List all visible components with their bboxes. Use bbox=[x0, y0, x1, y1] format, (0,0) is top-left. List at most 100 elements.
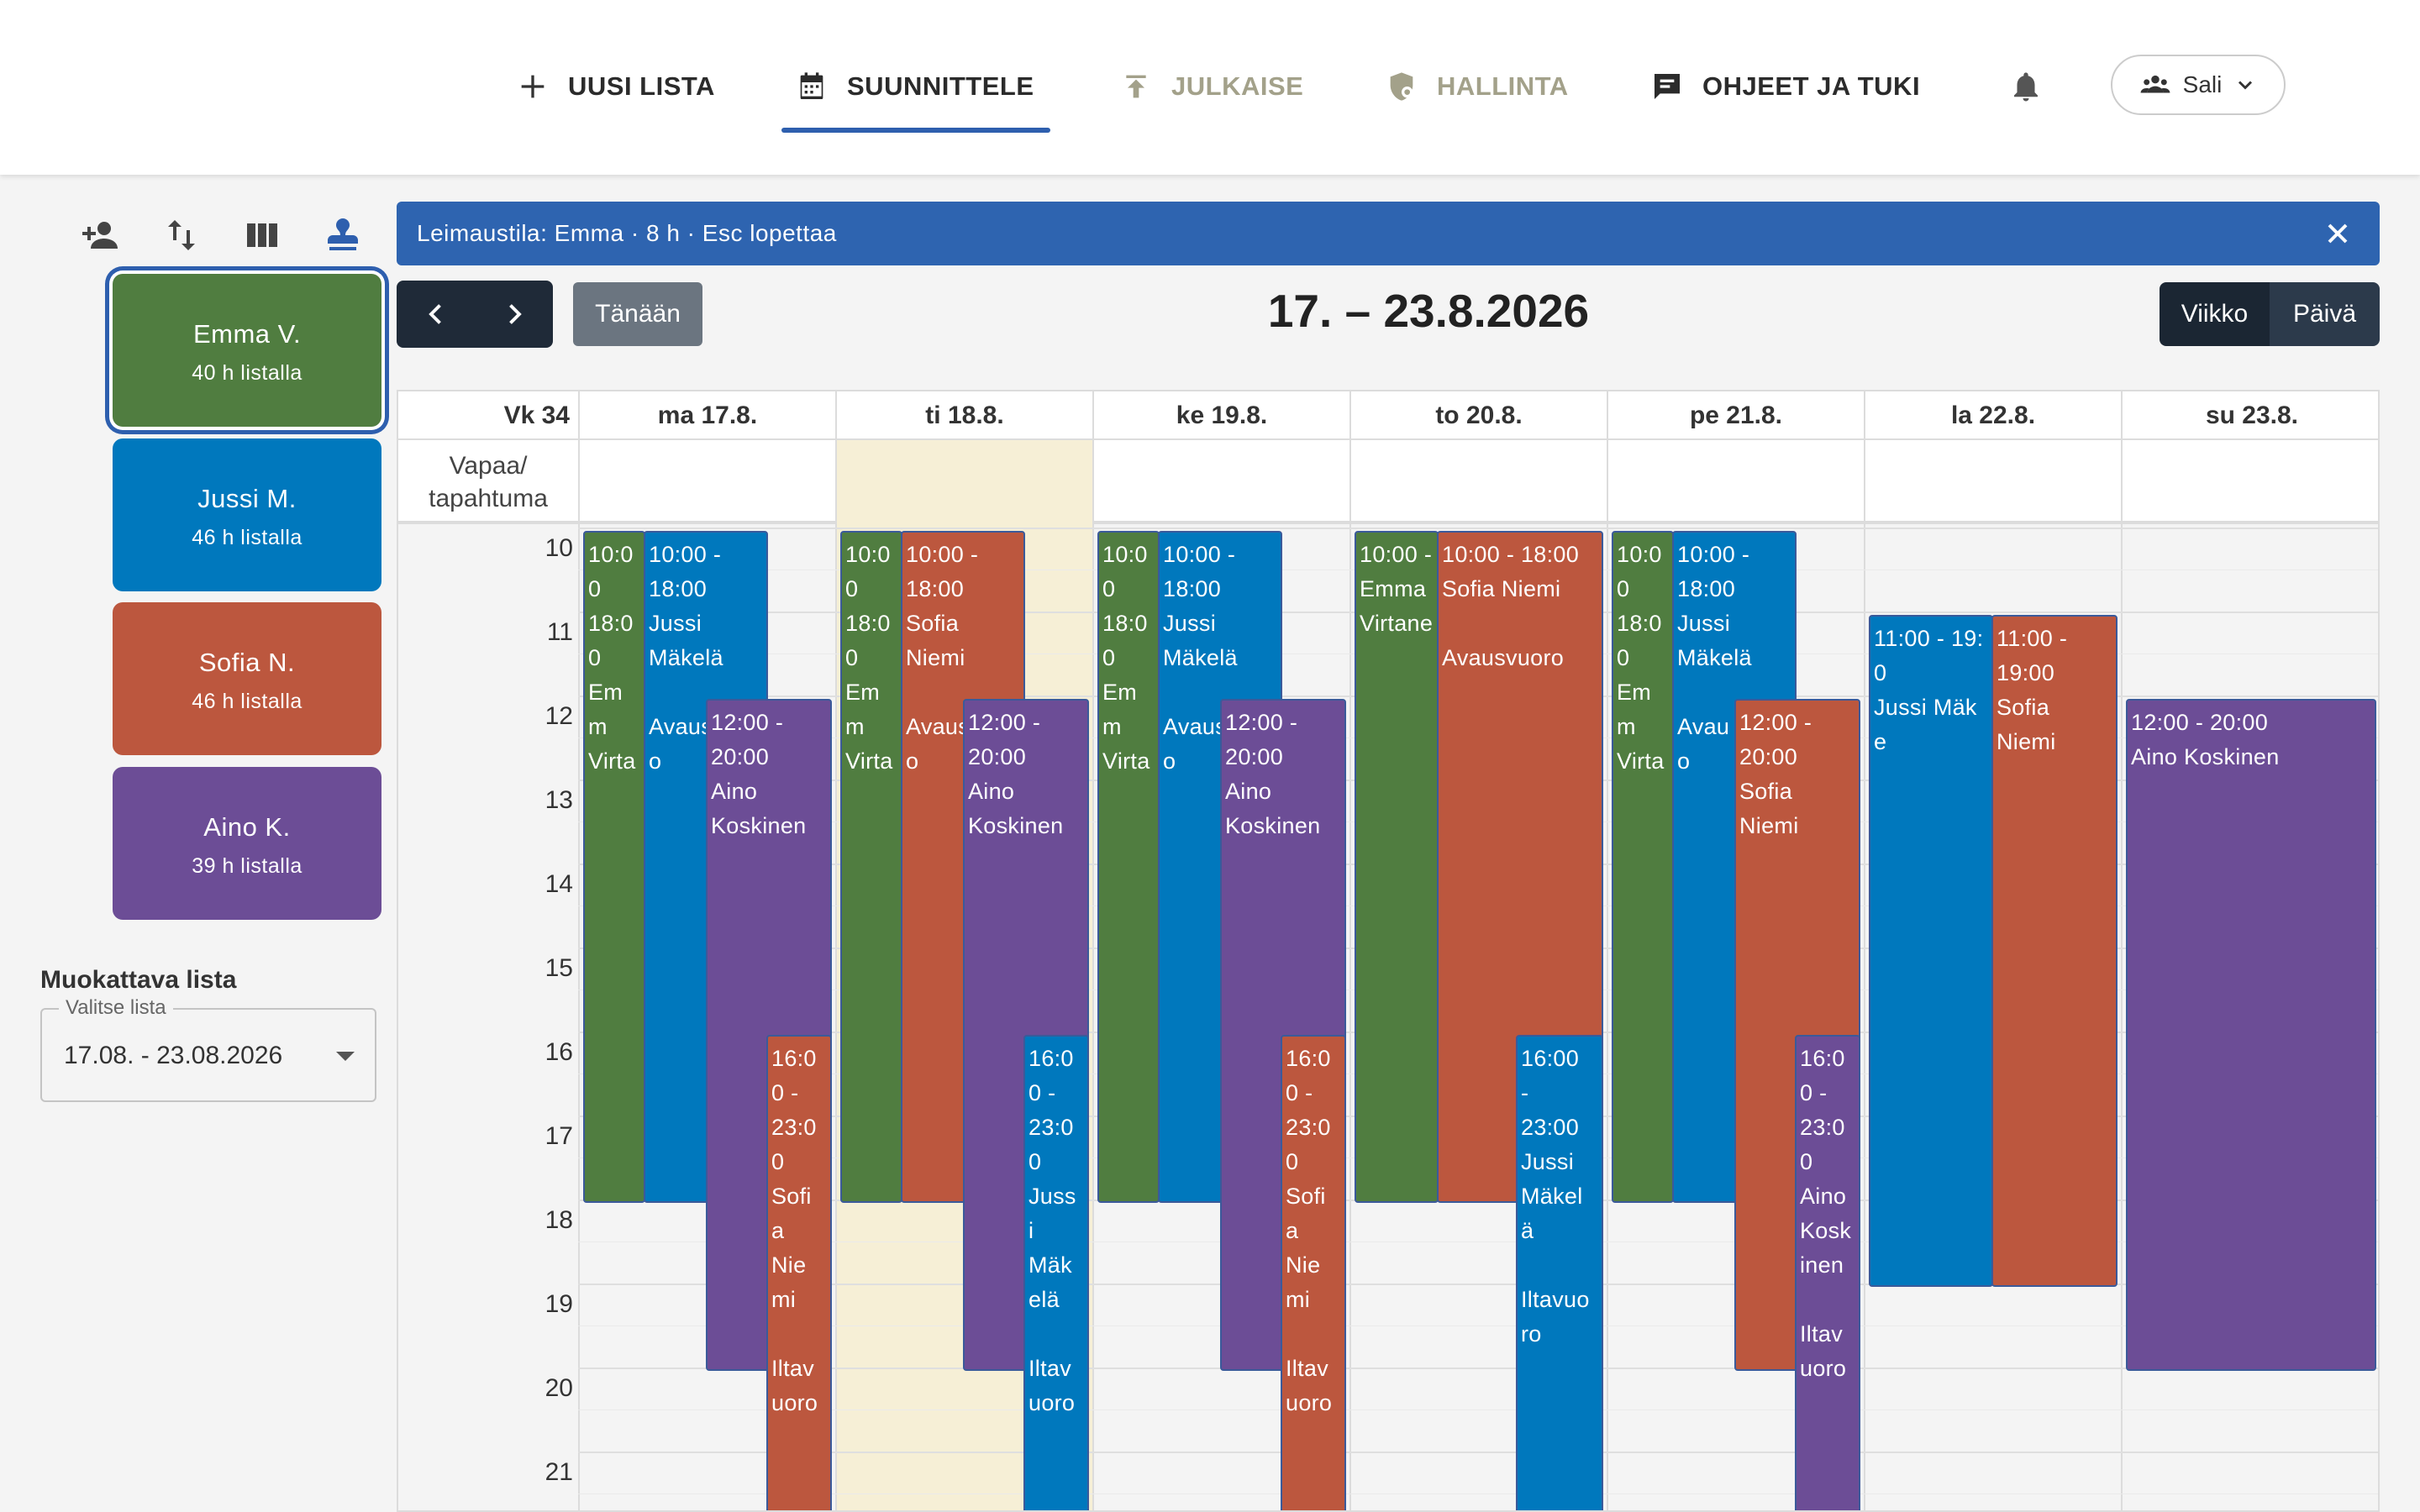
event-text: 23:00 bbox=[1521, 1115, 1580, 1140]
event-text: Aino bbox=[1225, 779, 1272, 804]
event-text: i bbox=[1028, 1218, 1034, 1243]
event-text: 20:00 bbox=[711, 744, 770, 769]
event-text: 16:00 bbox=[1521, 1046, 1580, 1071]
allday-row[interactable]: Vapaa/ tapahtuma bbox=[398, 440, 2378, 524]
nav-uusi-lista[interactable]: UUSI LISTA bbox=[516, 66, 715, 108]
chevron-down-icon bbox=[2238, 81, 2253, 90]
shift-event[interactable]: 11:00 - 19:0 Jussi Mäke bbox=[1869, 615, 1993, 1287]
shift-event[interactable]: 10:00 18:00 Emm Virta bbox=[1097, 531, 1160, 1203]
shift-event[interactable]: 10:00 - Emma Virtane bbox=[1355, 531, 1439, 1203]
event-text: 16:0 bbox=[1286, 1046, 1331, 1071]
shift-event[interactable]: 16:0 0 - 23:0 0 Sofi a Nie mi Iltav uoro bbox=[766, 1035, 832, 1510]
day-header[interactable]: ma 17.8. bbox=[578, 391, 835, 440]
event-text: uoro bbox=[1028, 1390, 1076, 1415]
event-text: 0 - bbox=[1800, 1080, 1828, 1105]
close-icon[interactable] bbox=[2321, 217, 2354, 250]
group-icon bbox=[2140, 75, 2170, 93]
event-text: Aino Koskinen bbox=[2131, 744, 2280, 769]
event-text: uoro bbox=[1286, 1390, 1333, 1415]
hour-label: 15 bbox=[544, 954, 573, 982]
shift-event[interactable]: 12:00 - 20:00 Aino Koskinen bbox=[2126, 699, 2376, 1371]
nav-ohjeet-ja-tuki[interactable]: OHJEET JA TUKI bbox=[1650, 66, 1920, 108]
event-text: Niemi bbox=[906, 645, 965, 670]
shift-event[interactable]: 10:00 18:00 Emm Virta bbox=[1612, 531, 1674, 1203]
shift-event[interactable]: 16:0 0 - 23:0 0 Juss i Mäk elä Iltav uoro bbox=[1023, 1035, 1089, 1510]
event-text: o bbox=[1677, 748, 1691, 774]
next-week-button[interactable] bbox=[475, 281, 553, 348]
event-text: Avausvuoro bbox=[1442, 645, 1565, 670]
event-text: o bbox=[649, 748, 662, 774]
sort-icon[interactable] bbox=[161, 215, 202, 255]
event-text: 18:00 bbox=[588, 611, 634, 670]
day-header[interactable]: la 22.8. bbox=[1864, 391, 2121, 440]
today-button[interactable]: Tänään bbox=[573, 282, 702, 346]
list-heading: Muokattava lista bbox=[40, 966, 237, 994]
event-text: Emm bbox=[845, 680, 881, 739]
event-text: 0 bbox=[1028, 1149, 1042, 1174]
shift-event[interactable]: 16:00 - 23:00 Jussi Mäkel ä Iltavuo ro bbox=[1516, 1035, 1603, 1510]
employee-card-aino[interactable]: Aino K. 39 h listalla bbox=[113, 767, 381, 920]
event-text: 18:00 bbox=[1163, 576, 1222, 601]
column-divider bbox=[1092, 391, 1094, 1510]
view-toggle: Viikko Päivä bbox=[2160, 282, 2380, 346]
view-week-button[interactable]: Viikko bbox=[2160, 282, 2270, 346]
event-text bbox=[771, 1317, 827, 1352]
event-text: Iltav bbox=[1800, 1321, 1844, 1347]
nav-julkaise[interactable]: JULKAISE bbox=[1119, 66, 1303, 108]
column-divider bbox=[578, 391, 580, 1510]
stamp-mode-banner: Leimaustila: Emma · 8 h · Esc lopettaa bbox=[397, 202, 2380, 265]
event-text: 23:0 bbox=[1800, 1115, 1845, 1140]
employee-card-jussi[interactable]: Jussi M. 46 h listalla bbox=[113, 438, 381, 591]
event-text: Avaus bbox=[649, 714, 713, 739]
nav-hallinta[interactable]: HALLINTA bbox=[1385, 66, 1569, 108]
view-day-button[interactable]: Päivä bbox=[2270, 282, 2380, 346]
day-header[interactable]: su 23.8. bbox=[2121, 391, 2378, 440]
chevron-right-icon bbox=[508, 304, 522, 324]
event-text: 18:00 bbox=[906, 576, 965, 601]
bell-icon[interactable] bbox=[2008, 69, 2044, 104]
hour-label: 12 bbox=[544, 702, 573, 730]
event-text bbox=[1521, 1248, 1598, 1283]
event-text: Juss bbox=[1028, 1184, 1076, 1209]
event-text: 20:00 bbox=[968, 744, 1027, 769]
shift-event[interactable]: 10:00 18:00 Emm Virta bbox=[583, 531, 645, 1203]
event-text: Niemi bbox=[1996, 729, 2056, 754]
calendar-header: Vk 34 ma 17.8. ti 18.8. ke 19.8. to 20.8… bbox=[398, 391, 2378, 440]
user-menu-button[interactable]: Sali bbox=[2111, 55, 2286, 115]
event-text: a bbox=[771, 1218, 785, 1243]
hour-label: 13 bbox=[544, 786, 573, 814]
shift-event[interactable]: 16:0 0 - 23:0 0 Sofi a Nie mi Iltav uoro bbox=[1281, 1035, 1346, 1510]
week-calendar: Vk 34 ma 17.8. ti 18.8. ke 19.8. to 20.8… bbox=[397, 390, 2380, 1512]
day-header[interactable]: ke 19.8. bbox=[1092, 391, 1349, 440]
event-text: 10:00 - bbox=[1163, 542, 1236, 567]
event-text: a bbox=[1286, 1218, 1299, 1243]
event-text: Niemi bbox=[1739, 813, 1799, 838]
employee-card-sofia[interactable]: Sofia N. 46 h listalla bbox=[113, 602, 381, 755]
event-text: 16:0 bbox=[771, 1046, 817, 1071]
event-text: Iltav bbox=[1028, 1356, 1072, 1381]
columns-icon[interactable] bbox=[242, 215, 282, 255]
event-text: Mäk bbox=[1028, 1252, 1072, 1278]
event-text: Sofia Niemi bbox=[1442, 576, 1561, 601]
hour-line bbox=[578, 528, 2378, 529]
stamp-icon[interactable] bbox=[323, 215, 363, 255]
shift-event[interactable]: 16:0 0 - 23:0 0 Aino Kosk inen Iltav uoro bbox=[1795, 1035, 1860, 1510]
shift-event[interactable]: 10:00 18:00 Emm Virta bbox=[840, 531, 902, 1203]
list-select[interactable]: Valitse lista 17.08. - 23.08.2026 bbox=[40, 996, 376, 1102]
day-header[interactable]: pe 21.8. bbox=[1607, 391, 1864, 440]
event-text: 18:00 bbox=[1102, 611, 1148, 670]
shift-event[interactable]: 11:00 - 19:00 Sofia Niemi bbox=[1991, 615, 2118, 1287]
add-person-icon[interactable] bbox=[81, 215, 121, 255]
event-text: Aino bbox=[1800, 1184, 1847, 1209]
event-text bbox=[1028, 1317, 1084, 1352]
day-header[interactable]: to 20.8. bbox=[1349, 391, 1607, 440]
hour-line bbox=[578, 1368, 2378, 1369]
nav-suunnittele[interactable]: SUUNNITTELE bbox=[795, 66, 1034, 108]
event-text: 20:00 bbox=[1225, 744, 1284, 769]
event-text bbox=[1286, 1317, 1341, 1352]
calendar-icon bbox=[800, 72, 823, 99]
employee-card-emma[interactable]: Emma V. 40 h listalla bbox=[113, 274, 381, 427]
day-header[interactable]: ti 18.8. bbox=[835, 391, 1092, 440]
event-text: 20:00 bbox=[1739, 744, 1798, 769]
prev-week-button[interactable] bbox=[397, 281, 475, 348]
